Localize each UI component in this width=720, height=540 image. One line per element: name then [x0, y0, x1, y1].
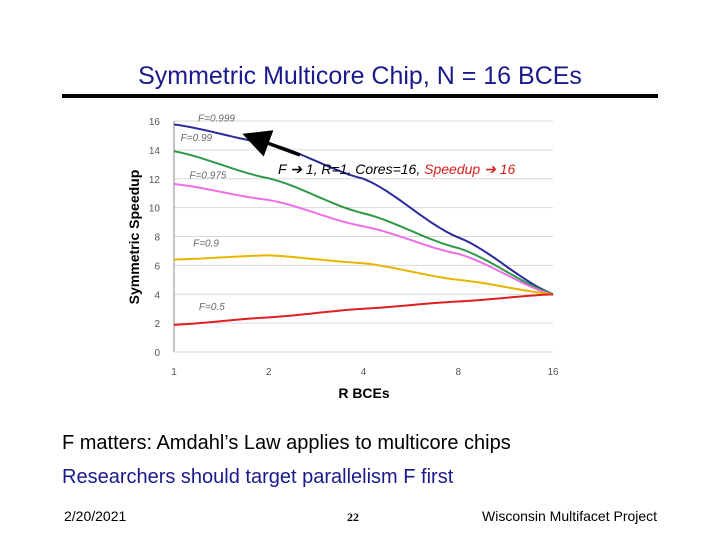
- y-tick-label: 14: [149, 146, 161, 157]
- footer-project: Wisconsin Multifacet Project: [482, 508, 658, 524]
- x-tick-label: 16: [547, 367, 559, 378]
- bullet-researchers: Researchers should target parallelism F …: [62, 466, 454, 488]
- annotation-suffix: 16: [500, 161, 516, 177]
- y-tick-label: 0: [154, 348, 160, 359]
- annotation-arrow: [242, 130, 301, 157]
- series-line: [173, 182, 554, 296]
- footer-date: 2/20/2021: [64, 508, 127, 524]
- page-number: 22: [347, 510, 359, 524]
- y-tick-label: 10: [149, 204, 161, 215]
- slide-title: Symmetric Multicore Chip, N = 16 BCEs: [138, 62, 582, 90]
- y-tick-labels: 0 2 4 6 8 10 12 14 16: [149, 117, 161, 359]
- series-line: [173, 293, 554, 326]
- series-lines: [173, 123, 554, 326]
- x-axis-label: R BCEs: [338, 385, 390, 401]
- series-line: [173, 123, 554, 296]
- y-tick-label: 2: [154, 319, 160, 330]
- y-tick-label: 4: [154, 290, 160, 301]
- annotation-speedup: Speedup: [424, 161, 480, 177]
- series-label: F=0.5: [199, 302, 225, 313]
- series-line: [173, 254, 554, 296]
- y-axis-label: Symmetric Speedup: [126, 170, 142, 305]
- y-tick-label: 6: [154, 261, 160, 272]
- series-label: F=0.975: [189, 171, 226, 182]
- grid-lines: [174, 120, 553, 353]
- y-tick-label: 12: [149, 175, 161, 186]
- x-tick-labels: 1 2 4 8 16: [171, 367, 559, 378]
- x-tick-label: 4: [361, 367, 367, 378]
- annotation-arrow-glyph-2: ➔: [484, 161, 497, 177]
- series-label: F=0.9: [193, 239, 219, 250]
- annotation-middle: 1, R=1, Cores=16,: [306, 161, 424, 177]
- bullet-amdahl: F matters: Amdahl’s Law applies to multi…: [62, 432, 511, 454]
- title-divider: [62, 94, 658, 98]
- annotation-prefix: F: [278, 161, 288, 177]
- annotation-arrow-glyph: ➔: [290, 161, 303, 177]
- x-tick-label: 2: [266, 367, 272, 378]
- annotation-text: F ➔ 1, R=1, Cores=16, Speedup ➔ 16: [278, 161, 515, 177]
- x-tick-label: 1: [171, 367, 177, 378]
- series-label: F=0.999: [198, 113, 235, 124]
- series-label: F=0.99: [181, 133, 213, 144]
- y-tick-label: 8: [154, 233, 160, 244]
- series-line: [173, 150, 554, 296]
- x-tick-label: 8: [455, 367, 461, 378]
- series-labels: F=0.999 F=0.99 F=0.975 F=0.9 F=0.5: [181, 113, 236, 312]
- y-tick-label: 16: [149, 117, 161, 128]
